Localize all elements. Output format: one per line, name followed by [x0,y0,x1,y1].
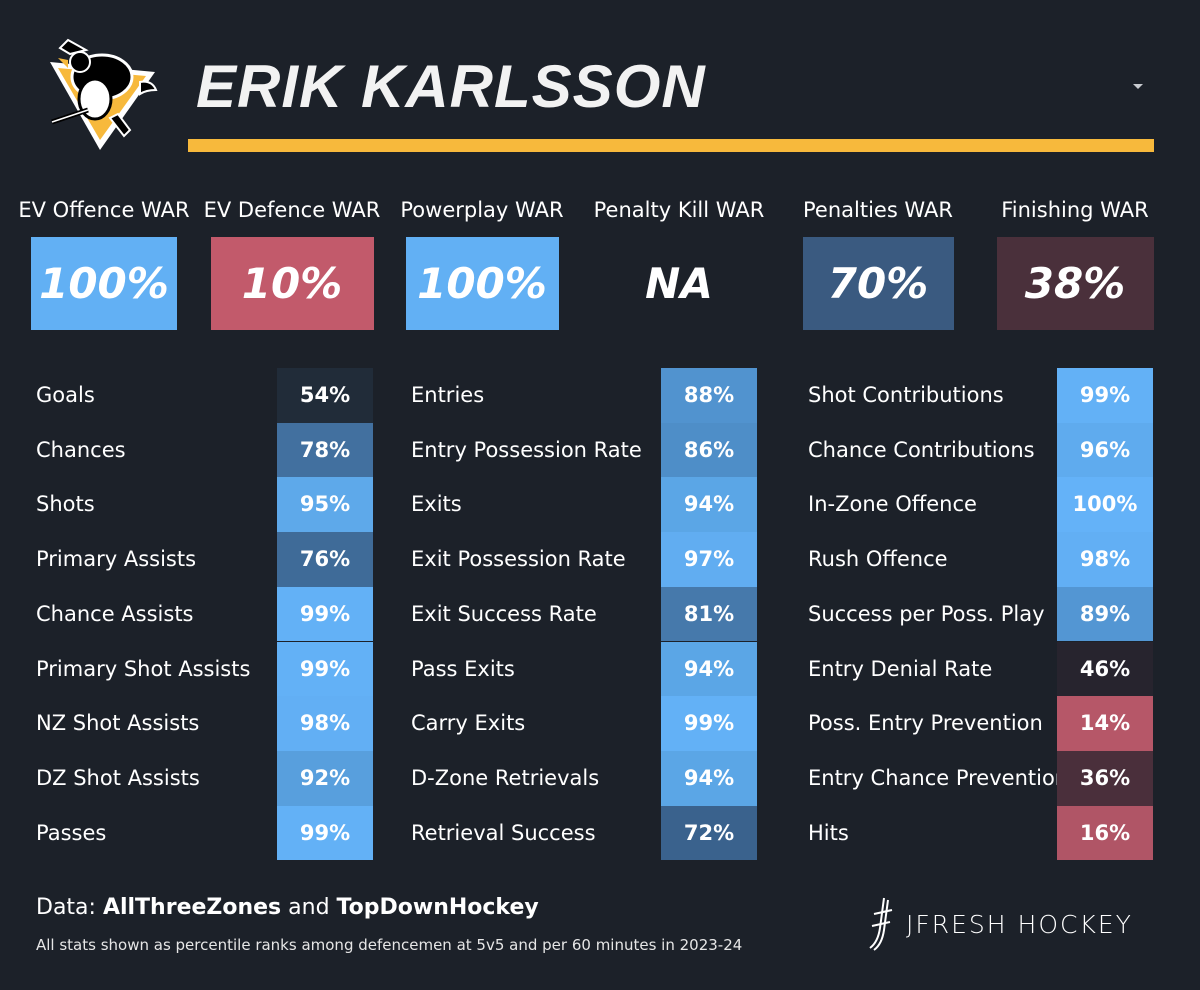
stat-percentile: 54% [277,368,373,423]
war-value: 100% [405,237,559,330]
stat-label: Chance Assists [36,601,194,626]
stat-percentile: 86% [661,422,757,478]
stat-percentile: 97% [661,532,757,587]
footnote: All stats shown as percentile ranks amon… [36,936,743,954]
stat-label: Exit Possession Rate [411,547,626,572]
stat-percentile: 46% [1057,641,1153,697]
stat-percentile: 92% [277,750,373,806]
stat-percentile: 81% [661,586,757,642]
stat-label: Primary Assists [36,547,197,572]
stat-percentile: 99% [277,641,373,697]
stat-percentile: 94% [661,641,757,697]
war-value: 70% [802,237,954,330]
stat-label: Entries [411,383,485,407]
stat-label: Poss. Entry Prevention [808,711,1043,736]
stat-label: Exit Success Rate [411,601,597,626]
stat-label: Hits [808,820,849,845]
stat-percentile: 98% [1057,532,1153,587]
stat-percentile: 36% [1057,750,1153,806]
war-label: Finishing WAR [1001,198,1149,222]
stat-percentile: 76% [277,532,373,587]
team-logo [40,32,165,154]
stat-label: Carry Exits [411,711,526,736]
stat-percentile: 94% [661,750,757,806]
brand-logo: JFRESH HOCKEY [866,896,1133,952]
stat-percentile: 99% [277,805,373,861]
stat-percentile: 98% [277,696,373,751]
war-label: EV Offence WAR [18,198,190,222]
stat-label: Shot Contributions [808,383,1004,407]
stat-label: Entry Chance Prevention [808,765,1069,790]
data-and: and [281,895,337,920]
stat-percentile: 78% [277,422,373,478]
data-sources: Data: AllThreeZones and TopDownHockey [36,895,539,920]
stat-label: Chance Contributions [808,437,1035,462]
stat-label: Pass Exits [411,656,515,681]
stat-percentile: 16% [1057,805,1153,861]
brand-name: JFRESH HOCKEY [906,909,1133,939]
stat-label: Success per Poss. Play [808,601,1045,626]
stat-label: Chances [36,437,126,462]
stat-percentile: 94% [661,477,757,533]
title-underline [188,139,1154,152]
data-prefix: Data: [36,895,103,920]
stat-percentile: 99% [661,696,757,751]
stat-label: D-Zone Retrievals [411,765,600,790]
stat-percentile: 95% [277,477,373,533]
war-value: 38% [996,237,1154,330]
stat-label: NZ Shot Assists [36,711,200,736]
stat-label: Passes [36,820,107,845]
source-allthreezones: AllThreeZones [102,895,282,920]
war-value: 100% [31,237,177,330]
stat-label: DZ Shot Assists [36,765,200,790]
stat-label: Primary Shot Assists [36,656,251,681]
stat-label: Shots [36,492,95,517]
chevron-down-icon[interactable] [1133,84,1143,89]
stat-label: Goals [36,383,95,407]
stat-label: Exits [411,492,462,517]
jfresh-hockey-stick-icon [869,897,893,951]
stat-percentile: 99% [1057,368,1153,423]
stat-percentile: 88% [661,368,757,423]
stat-percentile: 96% [1057,422,1153,478]
stat-label: Retrieval Success [411,820,596,845]
stat-percentile: 72% [661,805,757,861]
war-label: Penalties WAR [802,198,954,222]
war-label: Powerplay WAR [400,198,564,222]
war-label: Penalty Kill WAR [593,198,765,222]
war-value: NA [645,259,713,308]
stat-percentile: 99% [277,586,373,642]
war-value: 10% [210,237,374,330]
stat-percentile: 14% [1057,696,1153,751]
stat-label: Rush Offence [808,547,948,572]
war-label: EV Defence WAR [203,198,381,222]
stat-percentile: 89% [1057,586,1153,642]
stat-label: In-Zone Offence [808,492,977,517]
stat-percentile: 100% [1057,477,1153,533]
player-name: ERIK KARLSSON [196,53,706,120]
stat-label: Entry Denial Rate [808,656,993,681]
source-topdownhockey: TopDownHockey [336,895,539,920]
stat-label: Entry Possession Rate [411,437,642,462]
